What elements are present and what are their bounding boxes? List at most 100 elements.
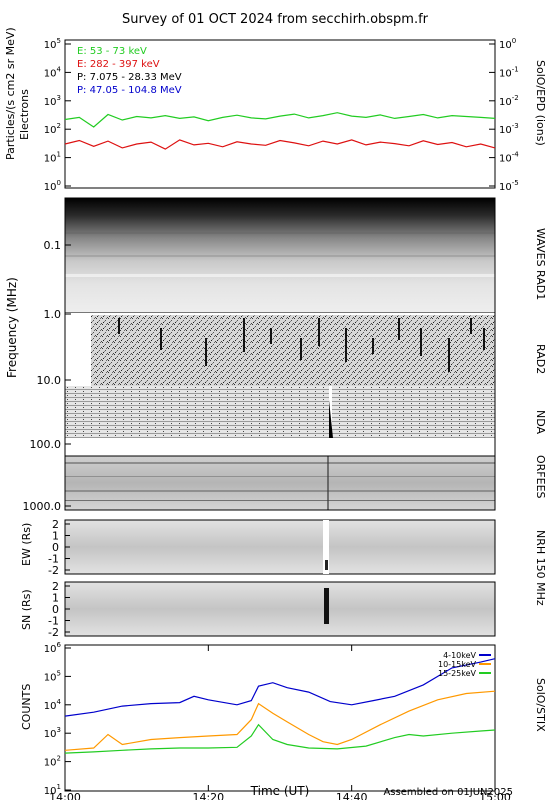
epd-right-tick-label: 10-2 xyxy=(499,94,519,108)
nda-burst-bright xyxy=(329,386,332,438)
nrh-ew-burst xyxy=(323,520,329,574)
epd-right-axis: 100 10-1 10-2 10-3 10-4 10-5 xyxy=(489,37,519,193)
rad1-panel: WAVES RAD1 xyxy=(64,197,547,314)
assembled-date: Assembled on 01JUN2025 xyxy=(383,787,513,798)
epd-ytick-label: 104 xyxy=(44,65,62,79)
epd-series-line xyxy=(64,139,496,150)
nrh-ew-axis: 210-1-2 xyxy=(48,518,70,577)
nrh-tick-label: 2 xyxy=(52,580,59,593)
frequency-tick-label: 10.0 xyxy=(37,374,62,387)
orfees-line xyxy=(65,462,495,464)
rad2-burst xyxy=(345,328,347,362)
epd-right-tick-label: 100 xyxy=(499,37,516,51)
frequency-axis: 0.1 1.0 10.0 100.0 1000.0 xyxy=(23,239,71,513)
stix-ylabel: COUNTS xyxy=(20,684,33,730)
gap xyxy=(65,438,495,456)
epd-right-tick-label: 10-4 xyxy=(499,151,519,165)
time-axis-label: Time (UT) xyxy=(250,784,310,798)
time-tick-label: 14:40 xyxy=(336,791,368,800)
epd-legend-entry: P: 7.075 - 28.33 MeV xyxy=(77,72,182,83)
orfees-burst xyxy=(327,456,329,510)
epd-legend-entry: P: 47.05 - 104.8 MeV xyxy=(77,85,182,96)
stix-ytick-label: 104 xyxy=(44,698,62,712)
orfees-instrument-label: ORFEES xyxy=(534,455,547,499)
rad2-burst xyxy=(318,318,320,346)
rad2-bursts xyxy=(118,318,485,372)
epd-legend-entry: E: 282 - 397 keV xyxy=(77,59,160,70)
rad1-instrument-label: WAVES RAD1 xyxy=(534,228,547,300)
rad2-burst xyxy=(270,328,272,344)
epd-right-tick-label: 10-1 xyxy=(499,65,519,79)
stix-y-axis: 101 102 103 104 105 106 xyxy=(44,641,71,797)
epd-legend: E: 53 - 73 keV E: 282 - 397 keV P: 7.075 -… xyxy=(77,46,182,96)
nrh-sn-axis: 210-1-2 xyxy=(48,580,70,639)
orfees-line xyxy=(65,500,495,501)
rad2-burst xyxy=(118,318,120,334)
epd-ytick-label: 103 xyxy=(44,94,61,108)
stix-ytick-label: 106 xyxy=(44,641,62,655)
rad2-burst xyxy=(160,328,162,350)
orfees-spectrogram xyxy=(65,456,495,510)
nrh-tick-label: 1 xyxy=(52,530,59,543)
frequency-tick-label: 0.1 xyxy=(44,239,62,252)
time-tick-label: 14:20 xyxy=(192,791,224,800)
stix-series-line xyxy=(64,723,496,754)
nrh-sn-map xyxy=(64,581,496,637)
rad2-burst xyxy=(398,318,400,340)
stix-ytick-label: 105 xyxy=(44,669,61,683)
nrh-tick-label: -1 xyxy=(48,553,59,566)
nrh-ew-ylabel: EW (Rs) xyxy=(20,523,33,566)
stix-series-line xyxy=(64,658,496,717)
rad1-band xyxy=(65,274,495,277)
nrh-sn-burst xyxy=(324,588,329,624)
rad2-burst xyxy=(448,338,450,372)
rad2-spectrogram xyxy=(91,315,495,386)
nrh-tick-label: 0 xyxy=(52,603,59,616)
rad2-burst xyxy=(372,338,374,354)
epd-ytick-label: 100 xyxy=(44,179,61,193)
frequency-tick-label: 1.0 xyxy=(44,308,62,321)
rad2-burst xyxy=(420,328,422,356)
nrh-ew-burst-dark xyxy=(325,560,328,570)
page-title: Survey of 01 OCT 2024 from secchirh.obsp… xyxy=(122,12,429,27)
epd-ytick-label: 105 xyxy=(44,37,61,51)
orfees-line xyxy=(65,490,495,492)
frequency-tick-label: 1000.0 xyxy=(23,500,62,513)
orfees-line xyxy=(65,476,495,477)
rad2-panel: RAD2 xyxy=(65,313,547,386)
rad2-instrument-label: RAD2 xyxy=(534,344,547,374)
nrh-tick-label: 2 xyxy=(52,518,59,531)
rad2-burst xyxy=(243,318,245,352)
nda-panel: NDA xyxy=(65,386,547,438)
nrh-tick-label: -2 xyxy=(48,564,59,577)
stix-ytick-label: 102 xyxy=(44,755,61,769)
nrh-ew-panel: 210-1-2 EW (Rs) xyxy=(20,518,496,577)
stix-ytick-label: 103 xyxy=(44,726,61,740)
nda-burst-dark xyxy=(329,400,333,438)
spectrogram-frame xyxy=(64,197,496,511)
frequency-tick-label: 100.0 xyxy=(30,438,62,451)
nrh-instrument-label: NRH 150 MHz xyxy=(534,530,547,606)
epd-ylabel-2: Electrons xyxy=(18,89,31,140)
epd-ytick-label: 101 xyxy=(44,151,61,165)
rad1-band xyxy=(65,232,495,234)
epd-y-axis: 100 101 102 103 104 105 xyxy=(44,37,71,193)
epd-right-tick-label: 10-5 xyxy=(499,179,519,193)
rad2-burst xyxy=(300,338,302,360)
stix-series xyxy=(64,658,496,754)
time-tick-label: 15:00 xyxy=(479,791,511,800)
epd-series xyxy=(64,112,496,150)
stix-panel: 101 102 103 104 105 106 4-10keV10-15keV15-25k… xyxy=(20,641,547,797)
rad2-burst xyxy=(205,338,207,366)
orfees-panel: ORFEES xyxy=(64,455,547,511)
rad2-burst xyxy=(470,318,472,334)
stix-ytick-label: 101 xyxy=(44,783,61,797)
nrh-tick-label: -2 xyxy=(48,626,59,639)
epd-right-tick-label: 10-3 xyxy=(499,122,519,136)
nrh-tick-label: 1 xyxy=(52,592,59,605)
epd-ytick-label: 102 xyxy=(44,122,61,136)
nrh-ew-map xyxy=(64,519,496,575)
rad1-band xyxy=(65,255,495,257)
